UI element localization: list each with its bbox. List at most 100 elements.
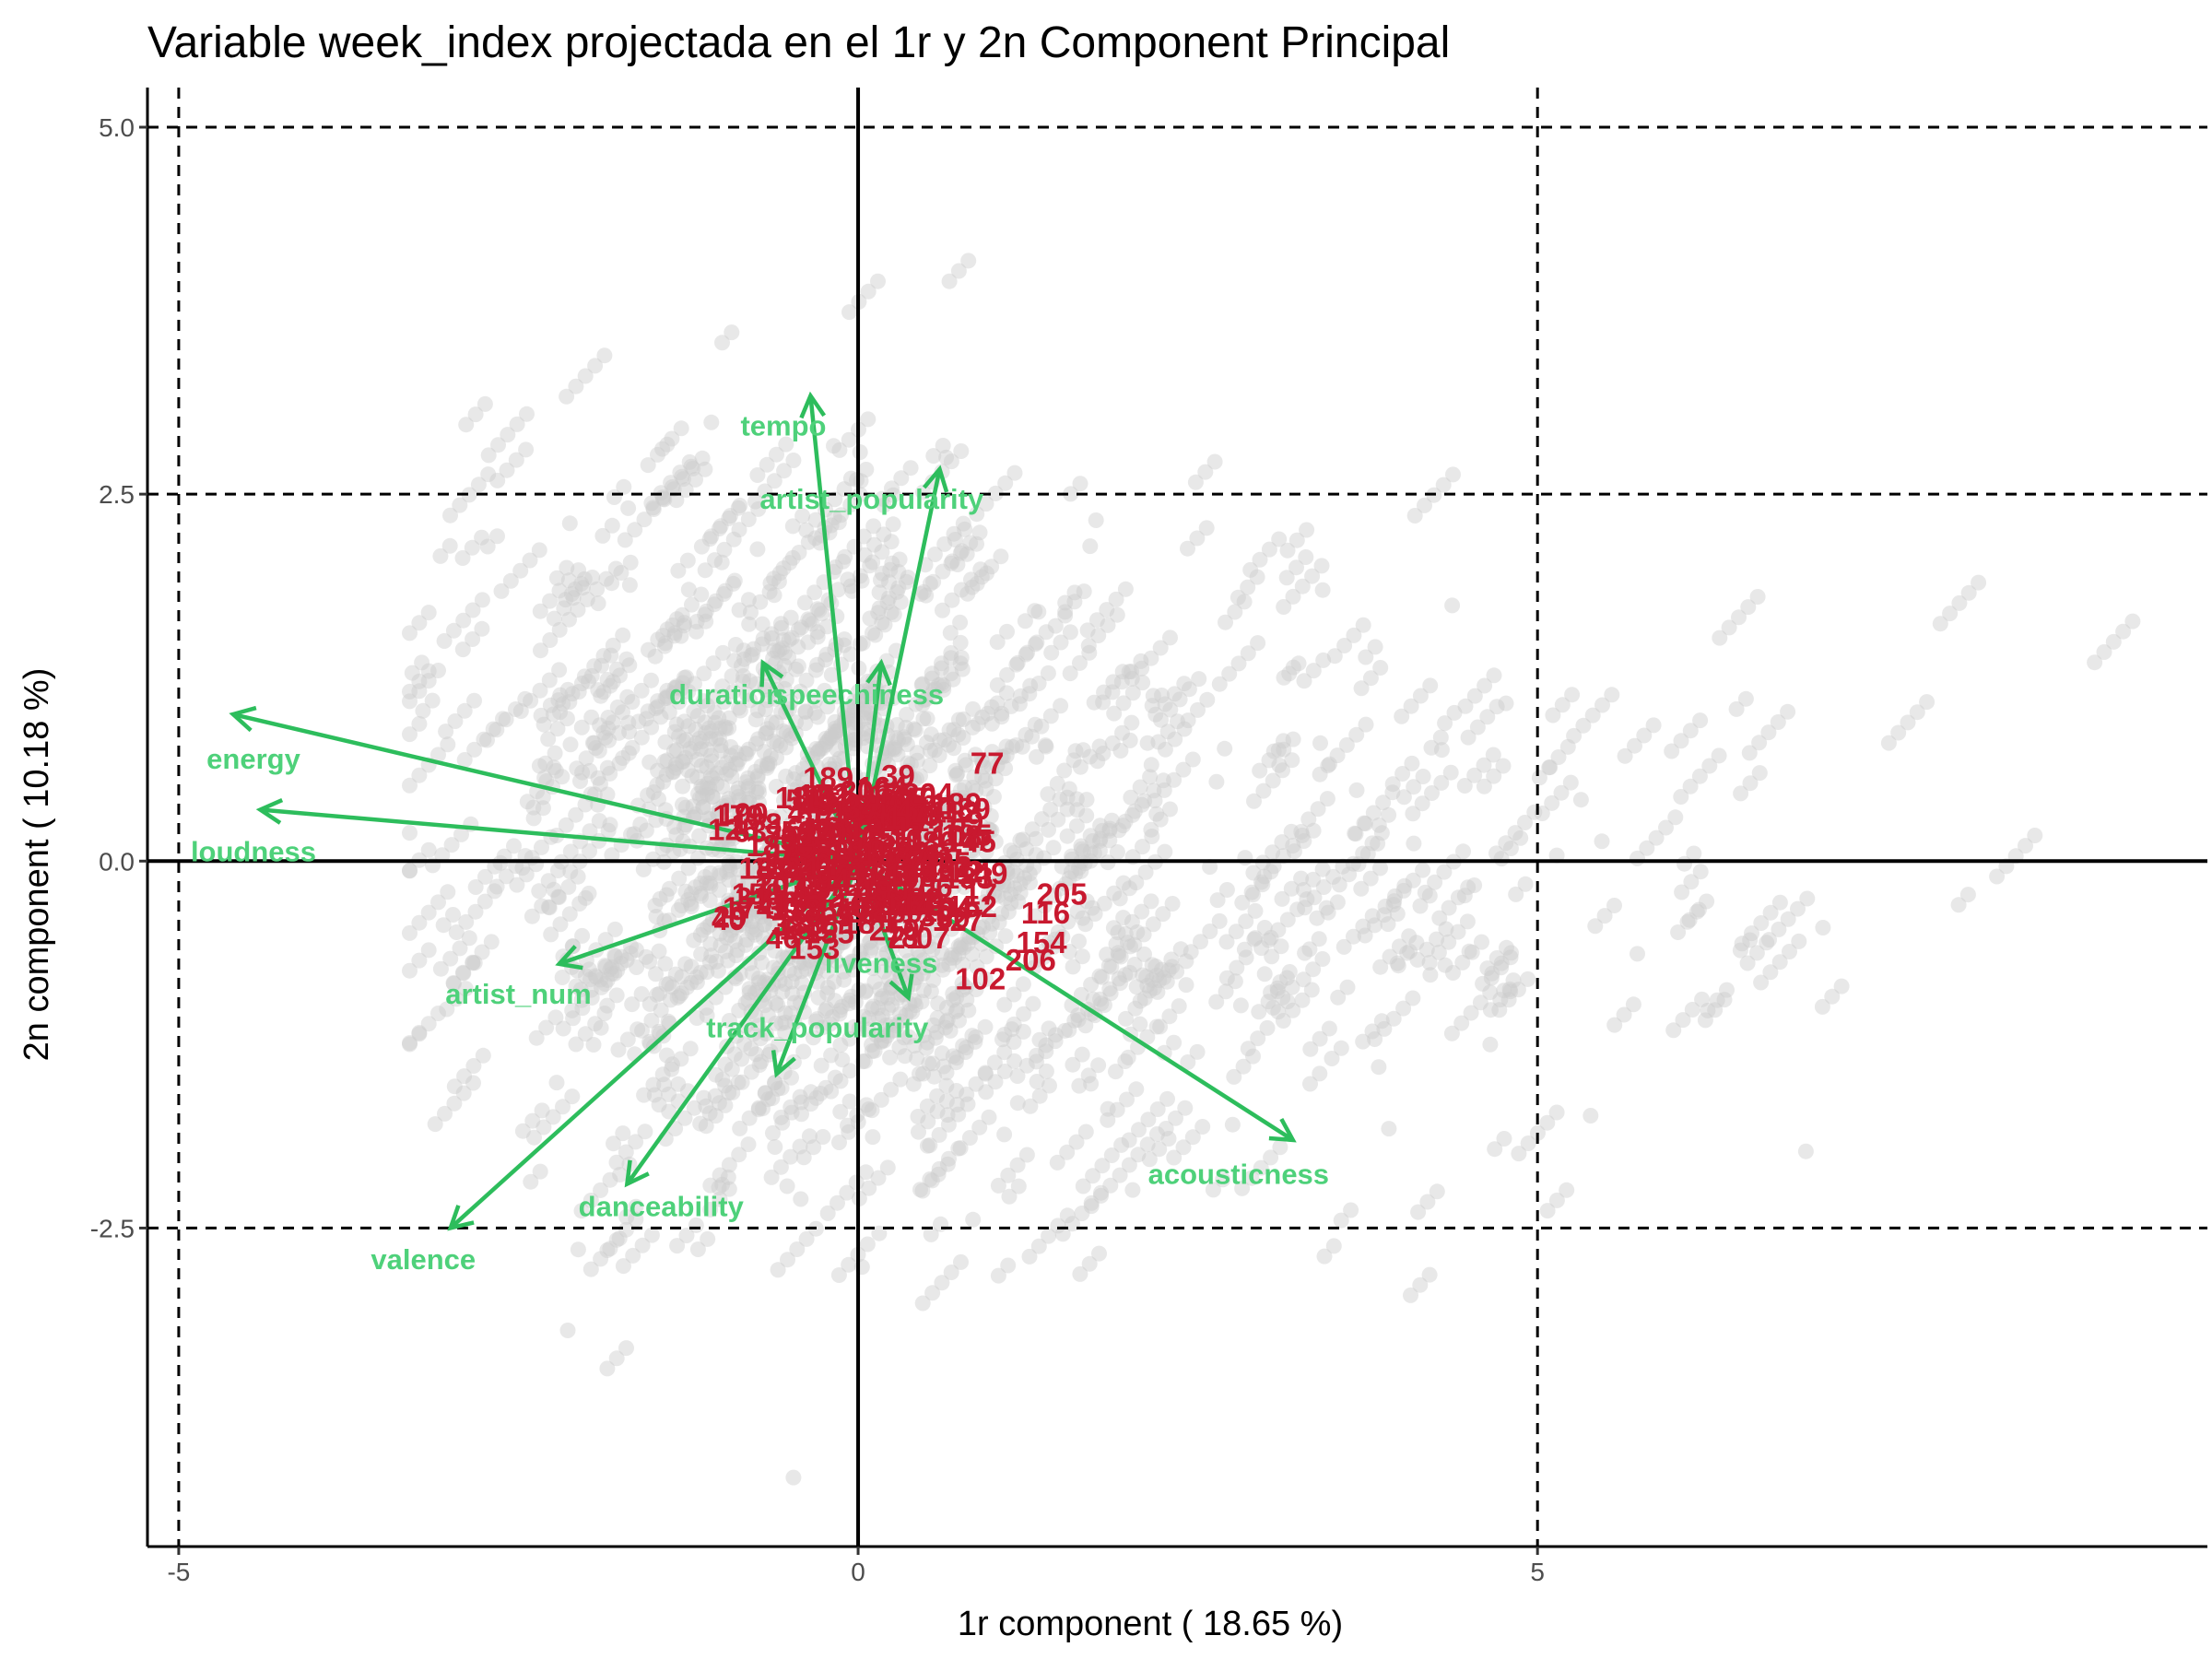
- data-point: [2124, 613, 2141, 629]
- data-point: [1164, 959, 1181, 975]
- data-point: [1059, 1207, 1076, 1224]
- data-point: [721, 791, 737, 807]
- data-point: [541, 672, 558, 688]
- data-point: [697, 714, 713, 731]
- data-point: [857, 710, 874, 726]
- data-point: [558, 592, 574, 608]
- data-point: [763, 626, 780, 642]
- data-point: [888, 841, 905, 857]
- data-point: [622, 945, 639, 961]
- data-point: [703, 528, 720, 545]
- data-point: [742, 806, 759, 823]
- data-point: [983, 699, 1000, 715]
- data-point: [767, 943, 783, 959]
- data-point: [551, 582, 568, 599]
- variable-label-track_popularity: track_popularity: [706, 1011, 929, 1043]
- data-point: [948, 767, 965, 783]
- data-point: [885, 827, 901, 842]
- data-point: [859, 846, 875, 863]
- data-point: [1357, 816, 1373, 832]
- data-point: [1006, 1016, 1022, 1032]
- data-point: [925, 448, 942, 465]
- data-point: [781, 962, 797, 979]
- data-point: [1056, 1022, 1073, 1039]
- data-point: [658, 767, 675, 782]
- data-point: [953, 443, 970, 459]
- data-point: [881, 912, 898, 928]
- data-point: [884, 779, 900, 795]
- data-point: [577, 1026, 594, 1042]
- data-point: [785, 1469, 802, 1486]
- data-point: [649, 777, 665, 794]
- data-point: [718, 766, 735, 782]
- data-point: [823, 1047, 840, 1064]
- data-point: [611, 1230, 628, 1247]
- data-point: [536, 770, 553, 786]
- data-point: [1061, 944, 1077, 959]
- data-point: [716, 694, 732, 710]
- data-point: [964, 719, 981, 735]
- data-point: [887, 741, 903, 758]
- data-point: [613, 565, 629, 581]
- data-point: [1003, 895, 1019, 912]
- data-point: [1271, 531, 1288, 547]
- data-point: [581, 885, 597, 901]
- data-point: [735, 673, 751, 689]
- data-point: [863, 912, 879, 928]
- data-point: [691, 828, 708, 844]
- data-point: [712, 737, 729, 754]
- data-point: [1343, 1202, 1359, 1218]
- data-point: [1083, 1198, 1100, 1215]
- data-point: [737, 994, 754, 1011]
- data-point: [439, 1001, 455, 1018]
- data-point: [840, 571, 856, 588]
- data-point: [923, 983, 939, 1000]
- data-point: [1129, 924, 1146, 940]
- data-point: [801, 952, 818, 969]
- data-point: [713, 743, 730, 759]
- data-point: [978, 1084, 994, 1100]
- data-point: [716, 541, 733, 558]
- data-point: [456, 702, 473, 719]
- data-point: [582, 762, 598, 779]
- data-point: [1128, 1081, 1145, 1098]
- data-point: [550, 692, 567, 709]
- data-point: [736, 651, 752, 667]
- data-point: [1314, 951, 1331, 967]
- data-point: [932, 844, 948, 861]
- data-point: [964, 1028, 981, 1044]
- data-point: [811, 602, 828, 618]
- data-point: [518, 441, 535, 458]
- data-point: [470, 477, 487, 493]
- data-point: [1206, 453, 1223, 470]
- data-point: [514, 860, 531, 877]
- data-point: [950, 263, 967, 279]
- data-point: [990, 875, 1006, 891]
- data-point: [777, 645, 793, 661]
- data-point: [445, 907, 461, 923]
- data-point: [958, 979, 974, 995]
- data-point: [1027, 716, 1043, 733]
- data-point: [1038, 624, 1054, 641]
- data-point: [722, 862, 738, 878]
- data-point: [905, 1076, 922, 1092]
- data-point: [835, 553, 852, 570]
- data-point: [837, 548, 853, 565]
- data-point: [665, 743, 682, 759]
- data-point: [901, 911, 918, 927]
- data-point: [604, 575, 620, 592]
- data-point: [1247, 902, 1264, 919]
- data-point: [1063, 486, 1079, 502]
- data-point: [791, 910, 807, 926]
- data-point: [1062, 624, 1078, 641]
- data-point: [546, 759, 562, 776]
- data-point: [700, 720, 717, 736]
- data-point: [680, 891, 697, 908]
- data-point: [676, 618, 692, 634]
- data-point: [783, 1069, 799, 1086]
- data-point: [1093, 1187, 1109, 1204]
- data-point: [987, 1074, 1004, 1090]
- data-point: [593, 1019, 609, 1036]
- data-point: [455, 965, 472, 982]
- data-point: [573, 676, 590, 691]
